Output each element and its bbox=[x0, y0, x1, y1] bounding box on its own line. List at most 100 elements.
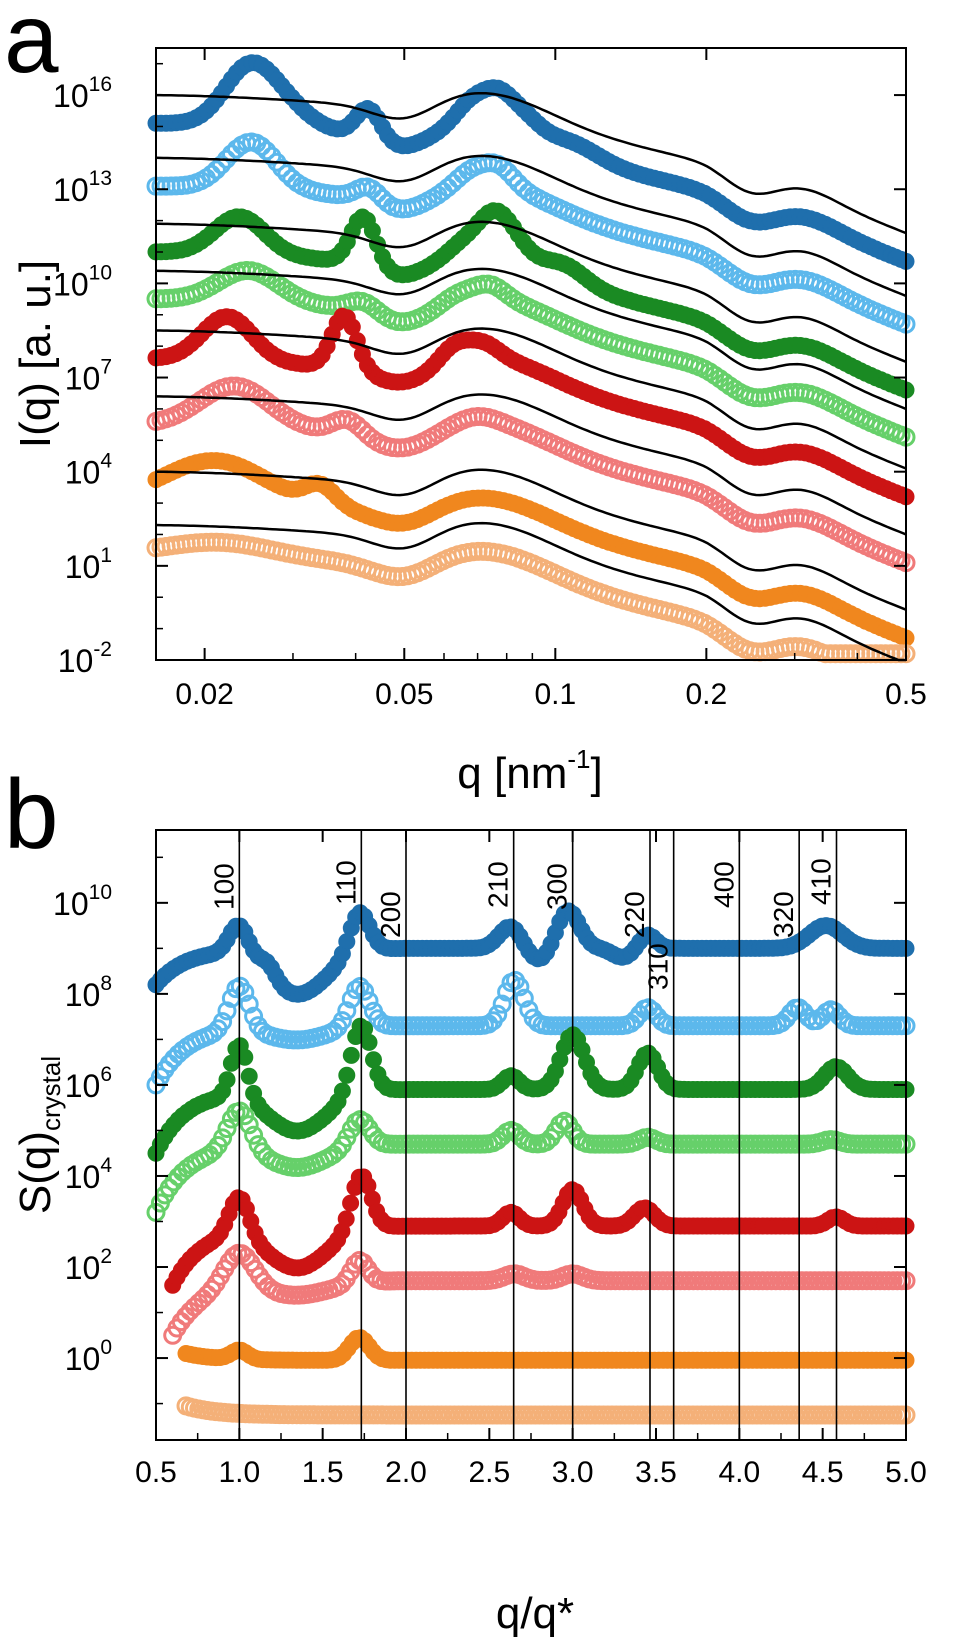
panel-b-reflection-label: 100 bbox=[208, 863, 239, 910]
panel-b-x-tick-label: 5.0 bbox=[885, 1456, 927, 1489]
panel-b-point bbox=[488, 1004, 508, 1024]
panel-a-point bbox=[362, 179, 382, 199]
panel-b-point bbox=[240, 1067, 258, 1085]
panel-b-point bbox=[204, 1023, 224, 1043]
panel-b-y-tick-label: 104 bbox=[65, 1154, 113, 1195]
panel-b-x-tick-label: 4.5 bbox=[802, 1456, 844, 1489]
panel-a-point bbox=[206, 160, 226, 180]
panel-b-point bbox=[236, 1048, 254, 1066]
panel-b-x-tick-label: 1.0 bbox=[218, 1456, 260, 1489]
panel-a-y-tick-label: 10-2 bbox=[58, 638, 112, 679]
panel-a-fit-line-8 bbox=[155, 521, 906, 662]
panel-b-point bbox=[213, 1128, 233, 1148]
panel-b-point bbox=[239, 1115, 259, 1135]
panel-b-point bbox=[239, 994, 259, 1014]
panel-a-fit-line-4 bbox=[155, 267, 907, 411]
panel-b-x-tick-label: 1.5 bbox=[302, 1456, 344, 1489]
panel-b-reflection-label: 320 bbox=[768, 891, 799, 938]
panel-b-point bbox=[332, 1274, 352, 1294]
panel-a-series-5 bbox=[147, 307, 915, 506]
panel-a-y-tick-label: 1013 bbox=[53, 167, 112, 208]
panel-b-x-axis-label: q/q* bbox=[496, 1589, 574, 1638]
panel-a-series-8 bbox=[146, 532, 916, 664]
panel-b-series-layer bbox=[146, 902, 916, 1425]
panel-a-point bbox=[201, 164, 221, 184]
panel-b-point bbox=[492, 994, 512, 1014]
panel-a-point bbox=[252, 136, 272, 156]
panel-b-y-axis-label: S(q)crystal bbox=[11, 1056, 66, 1214]
panel-b-series-2 bbox=[146, 971, 916, 1095]
panel-a-series-layer bbox=[146, 54, 916, 664]
panel-a-y-axis-label: I(q) [a. u.] bbox=[11, 260, 60, 448]
panel-b-reflection-label: 400 bbox=[708, 861, 739, 908]
panel-b-point bbox=[204, 1141, 224, 1161]
panel-b-point bbox=[365, 1051, 382, 1069]
panel-a-plot-frame bbox=[155, 47, 907, 661]
panel-b-y-tick-label: 1010 bbox=[53, 881, 112, 922]
panel-a-series-2 bbox=[146, 132, 916, 334]
panel-b-point bbox=[213, 1012, 233, 1032]
panel-b-point bbox=[510, 977, 530, 997]
panel-b-plot-frame bbox=[155, 829, 907, 1441]
panel-b-x-tick-label: 3.0 bbox=[552, 1456, 594, 1489]
panel-b-y-tick-label: 108 bbox=[65, 972, 112, 1013]
panel-a-series-6 bbox=[146, 376, 916, 573]
panel-a-fit-line-3 bbox=[156, 220, 907, 363]
panel-b-reflection-label: 310 bbox=[643, 943, 674, 990]
panel-b-series-6 bbox=[163, 1243, 916, 1345]
panel-b-series-5 bbox=[164, 1168, 915, 1294]
panel-b-point bbox=[244, 1125, 264, 1145]
panel-a-y-tick-label: 104 bbox=[65, 450, 113, 491]
panel-b-point bbox=[235, 982, 255, 1002]
panel-b-reflection-label: 410 bbox=[806, 858, 837, 905]
panel-b-point bbox=[333, 1082, 351, 1100]
panel-b-point bbox=[514, 988, 534, 1008]
panel-b-point bbox=[338, 1066, 356, 1084]
panel-b-x-tick-label: 4.0 bbox=[718, 1456, 760, 1489]
panel-b-x-tick-label: 2.0 bbox=[385, 1456, 427, 1489]
panel-b-y-tick-label: 100 bbox=[65, 1336, 112, 1377]
panel-b-reflection-label: 300 bbox=[542, 863, 573, 910]
panel-a-point bbox=[272, 158, 292, 178]
panel-a-x-tick-label: 0.5 bbox=[885, 678, 927, 711]
panel-b-point bbox=[218, 1071, 236, 1089]
panel-a-y-tick-label: 1016 bbox=[53, 73, 112, 114]
panel-a-y-tick-label: 101 bbox=[65, 544, 112, 585]
panel-b-point bbox=[217, 1119, 237, 1138]
panel-b-point bbox=[235, 1106, 255, 1126]
panel-a-y-tick-label: 107 bbox=[65, 356, 112, 397]
panel-b-point bbox=[337, 1001, 357, 1021]
panel-a-x-tick-label: 0.1 bbox=[534, 678, 576, 711]
panel-b-point bbox=[332, 1011, 352, 1031]
panel-a-label: a bbox=[4, 0, 59, 93]
panel-b-series-4 bbox=[146, 1101, 916, 1222]
panel-b-x-tick-label: 0.5 bbox=[135, 1456, 177, 1489]
panel-b-label: b bbox=[4, 759, 59, 869]
panel-a-point bbox=[257, 141, 277, 161]
panel-b-point bbox=[350, 977, 370, 996]
panel-b-point bbox=[355, 981, 375, 1001]
panel-b-series-3 bbox=[147, 1017, 915, 1162]
panel-a-point bbox=[498, 162, 518, 182]
panel-a-fit-line-2 bbox=[155, 154, 907, 298]
panel-b-point bbox=[342, 1194, 360, 1212]
panel-a-fit-lines bbox=[155, 91, 907, 662]
panel-a-series-3 bbox=[147, 202, 915, 399]
panel-a-x-axis-label: q [nm-1] bbox=[457, 744, 602, 798]
panel-a-fit-line-5 bbox=[156, 327, 907, 470]
panel-a-x-tick-label: 0.02 bbox=[175, 678, 233, 711]
panel-b-point bbox=[337, 1210, 355, 1228]
panel-a-series-4 bbox=[146, 261, 916, 447]
panel-b-series-7 bbox=[177, 1329, 915, 1369]
panel-b-point bbox=[359, 991, 379, 1011]
panel-a-chart: 0.02 0.05 0.1 0.2 0.5 1016 1013 1010 107 104 101 10… bbox=[11, 47, 927, 798]
panel-b-y-tick-label: 106 bbox=[65, 1063, 112, 1104]
panel-b-point bbox=[217, 1001, 237, 1021]
panel-b-x-tick-label: 3.5 bbox=[635, 1456, 677, 1489]
panel-b-point bbox=[360, 1033, 378, 1051]
panel-a-fit-line-1 bbox=[156, 91, 907, 235]
panel-b-reflection-label: 200 bbox=[375, 891, 406, 938]
